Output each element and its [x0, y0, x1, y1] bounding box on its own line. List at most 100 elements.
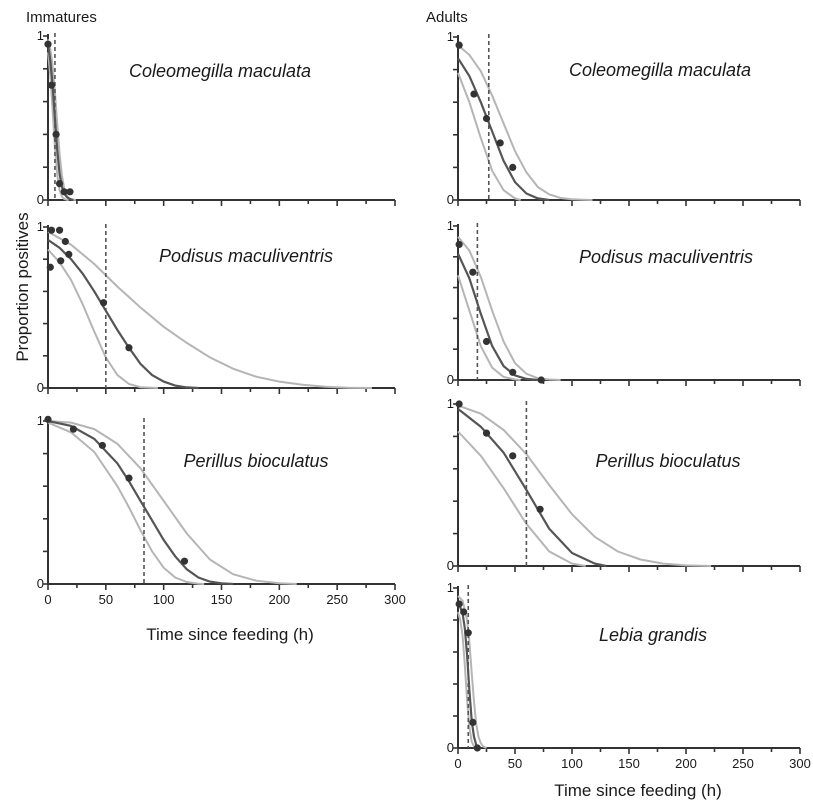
data-point: [482, 429, 491, 437]
data-point: [60, 188, 68, 196]
data-point: [61, 237, 69, 246]
data-point: [98, 441, 106, 450]
y-tick-label-1: 1: [37, 28, 44, 43]
x-tick-label: 0: [454, 756, 461, 771]
confidence-curve: [457, 236, 561, 381]
confidence-curve: [457, 404, 712, 567]
panels: 0 1 Coleomegilla maculata 0 1 Podisus maculiv…: [37, 28, 811, 771]
y-axis-label: Proportion positives: [13, 212, 32, 361]
y-tick-label-1: 1: [37, 219, 44, 234]
x-tick-label: 100: [561, 756, 583, 771]
data-point: [69, 425, 78, 433]
species-label: Perillus bioculatus: [595, 451, 740, 471]
panel-4: 0 1 Coleomegilla maculata: [447, 29, 801, 207]
data-point: [455, 600, 463, 608]
species-label: Lebia grandis: [599, 625, 707, 645]
data-point: [99, 299, 108, 307]
species-label: Podisus maculiventris: [159, 246, 333, 266]
data-point: [536, 505, 544, 513]
x-axis-label-immatures: Time since feeding (h): [146, 625, 314, 644]
data-point: [47, 226, 56, 234]
y-tick-label-0: 0: [447, 740, 454, 755]
y-tick-label-1: 1: [447, 580, 454, 595]
data-point: [44, 415, 52, 423]
fit-curve: [47, 419, 234, 586]
species-label: Coleomegilla maculata: [569, 60, 751, 80]
data-point: [180, 557, 189, 565]
fit-curve: [457, 408, 607, 568]
data-point: [469, 718, 477, 727]
data-point: [55, 180, 64, 188]
data-point: [55, 226, 64, 234]
y-tick-label-1: 1: [447, 218, 454, 233]
x-tick-label: 200: [675, 756, 697, 771]
data-point: [496, 139, 504, 147]
x-tick-label: 50: [99, 592, 113, 607]
x-tick-label: 250: [326, 592, 348, 607]
x-tick-label: 250: [732, 756, 754, 771]
data-point: [125, 474, 133, 482]
x-tick-label: 0: [44, 592, 51, 607]
confidence-curve: [457, 274, 521, 381]
x-tick-label: 200: [268, 592, 290, 607]
y-tick-label-0: 0: [37, 380, 44, 395]
y-tick-label-0: 0: [447, 558, 454, 573]
confidence-curve: [47, 230, 372, 389]
data-point: [470, 90, 478, 98]
y-tick-label-0: 0: [447, 192, 454, 207]
adults-title: Adults: [426, 9, 468, 26]
y-tick-label-0: 0: [447, 372, 454, 387]
y-tick-label-0: 0: [37, 576, 44, 591]
panel-2: 0 1 Podisus maculiventris: [37, 219, 396, 395]
fit-curve: [47, 238, 199, 390]
y-tick-label-0: 0: [37, 192, 44, 207]
data-point: [464, 629, 472, 637]
data-point: [509, 452, 517, 460]
x-axis-label-adults: Time since feeding (h): [554, 781, 722, 800]
fit-curve: [46, 44, 74, 202]
data-point: [460, 608, 468, 616]
y-tick-label-1: 1: [447, 29, 454, 44]
data-point: [52, 130, 60, 138]
x-tick-label: 300: [789, 756, 811, 771]
x-tick-label: 150: [211, 592, 233, 607]
data-point: [469, 268, 477, 276]
species-label: Perillus bioculatus: [183, 451, 328, 471]
x-tick-label: 150: [618, 756, 640, 771]
x-tick-label: 100: [153, 592, 175, 607]
data-point: [57, 257, 65, 265]
data-point: [47, 81, 56, 89]
panel-1: 0 1 Coleomegilla maculata: [37, 28, 396, 207]
immatures-title: Immatures: [26, 9, 97, 26]
confidence-curve: [47, 39, 76, 201]
x-tick-label: 300: [384, 592, 406, 607]
y-tick-label-1: 1: [447, 396, 454, 411]
data-point: [125, 344, 133, 352]
species-label: Podisus maculiventris: [579, 247, 753, 267]
fit-curve: [457, 253, 538, 382]
data-point: [46, 263, 54, 271]
confidence-curve: [47, 420, 297, 585]
data-point: [482, 114, 491, 123]
data-point: [509, 368, 517, 376]
confidence-curve: [47, 248, 158, 389]
confidence-curve: [47, 421, 205, 585]
species-label: Coleomegilla maculata: [129, 61, 311, 81]
confidence-curve: [457, 44, 593, 201]
panel-7: 0 1 0 50 100 150 200 250 300 Lebia grandis: [447, 580, 811, 771]
panel-5: 0 1 Podisus maculiventris: [447, 218, 801, 387]
data-point: [66, 188, 74, 196]
fit-curve: [457, 57, 550, 202]
data-point: [65, 250, 73, 258]
confidence-curve: [457, 611, 477, 749]
data-point: [455, 400, 463, 408]
confidence-curve: [457, 72, 521, 201]
x-tick-label: 50: [508, 756, 522, 771]
data-point: [455, 41, 463, 49]
data-point: [537, 376, 545, 384]
panel-3: 0 1 0 50 100 150 200 250 300 Perillus bioculatus: [37, 413, 406, 607]
y-tick-label-1: 1: [37, 413, 44, 428]
data-point: [482, 337, 491, 346]
data-point: [509, 163, 517, 171]
